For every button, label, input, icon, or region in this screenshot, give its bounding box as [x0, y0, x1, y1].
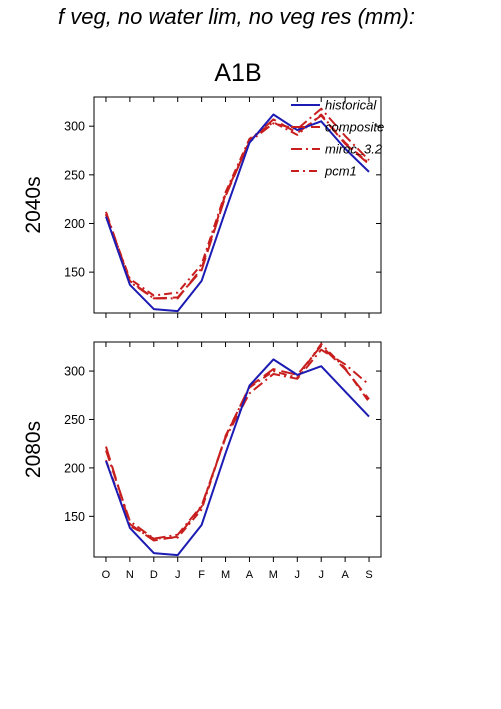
x-tick-label: O: [102, 569, 111, 581]
y-tick-label: 150: [64, 266, 85, 280]
x-tick-label: J: [175, 569, 181, 581]
x-tick-label: F: [198, 569, 205, 581]
x-tick-label: A: [246, 569, 254, 581]
row-label: 2040s: [22, 176, 45, 233]
row-label: 2080s: [22, 421, 45, 478]
legend-label: pcm1: [324, 164, 357, 179]
series-line-miroc-3-2: [105, 348, 370, 540]
plot-frame: [93, 341, 382, 558]
series-line-pcm1: [105, 113, 370, 297]
x-tick-label: D: [150, 569, 158, 581]
x-tick-label: N: [126, 569, 134, 581]
legend-label: historical: [325, 98, 377, 113]
y-tick-label: 300: [64, 365, 85, 379]
x-tick-label: M: [269, 569, 278, 581]
plot-frame: [93, 96, 382, 314]
scenario-label: A1B: [214, 59, 261, 87]
series-line-pcm1: [105, 342, 370, 540]
series-line-composite: [105, 344, 370, 542]
y-tick-label: 150: [64, 510, 85, 524]
series-line-historical: [105, 358, 370, 557]
y-tick-label: 300: [64, 120, 85, 134]
x-tick-label: M: [221, 569, 230, 581]
x-tick-label: J: [318, 569, 324, 581]
x-tick-label: J: [295, 569, 301, 581]
x-tick-label: A: [341, 569, 349, 581]
y-tick-label: 250: [64, 168, 85, 182]
y-tick-label: 250: [64, 413, 85, 427]
series-line-composite: [105, 114, 370, 300]
y-tick-label: 200: [64, 217, 85, 231]
series-line-historical: [105, 113, 370, 313]
y-tick-label: 200: [64, 461, 85, 475]
x-tick-label: S: [365, 569, 372, 581]
legend-label: composite: [325, 120, 384, 135]
legend-label: miroc_3.2: [325, 142, 383, 157]
series-line-miroc-3-2: [105, 107, 370, 300]
